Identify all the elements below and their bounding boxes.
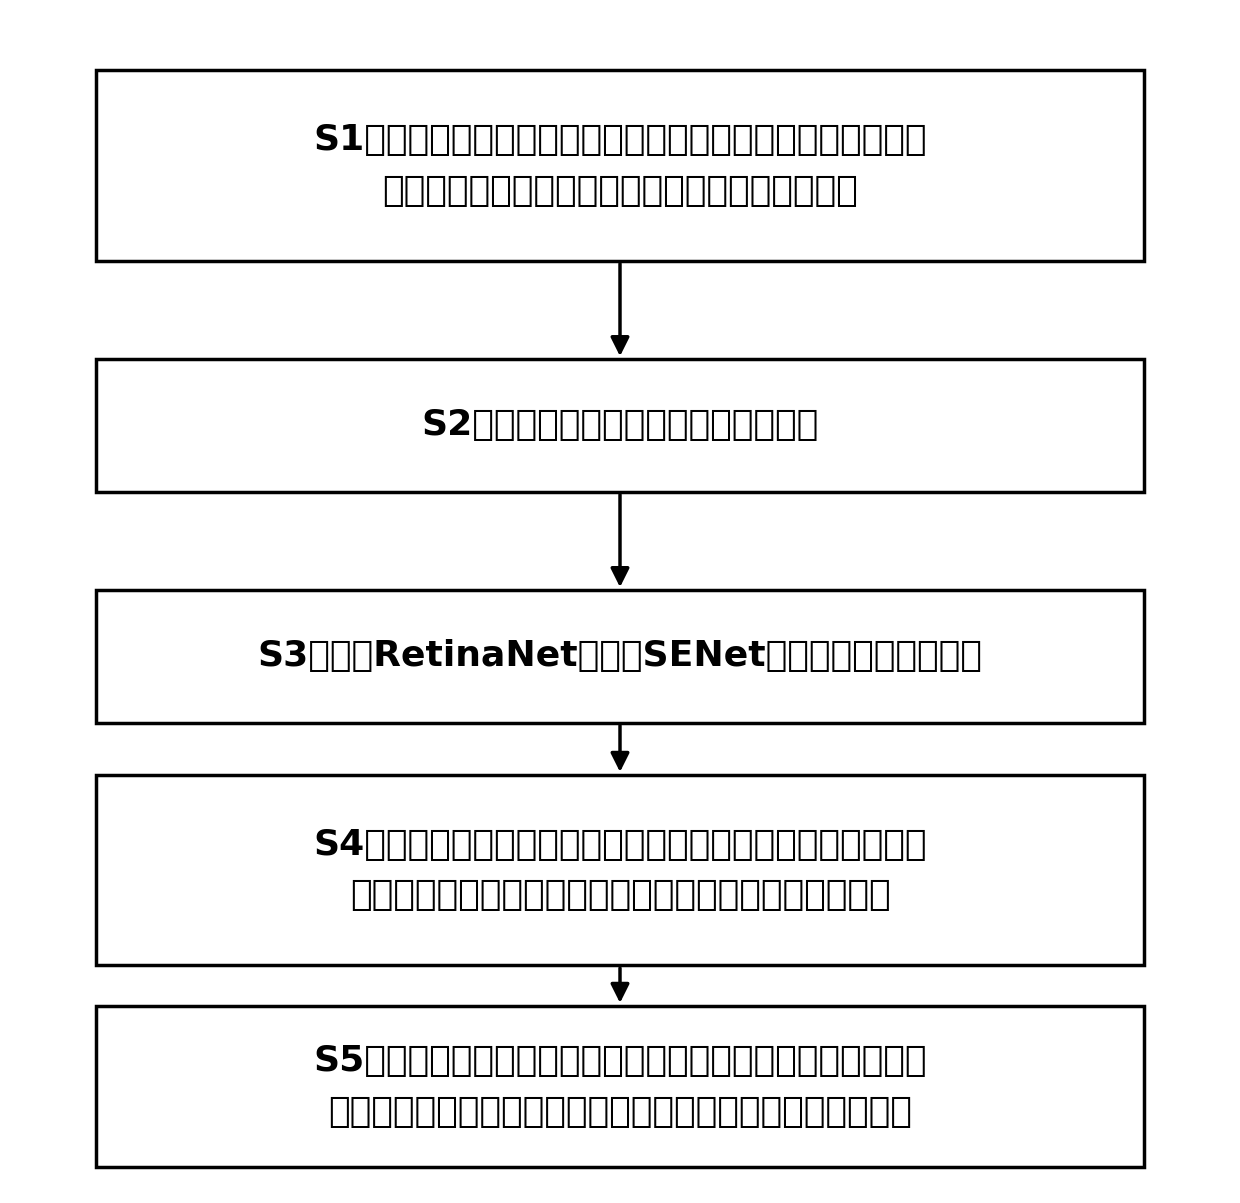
Text: S3：采用RetinaNet模型和SENet模块构建抓取检测模型: S3：采用RetinaNet模型和SENet模块构建抓取检测模型 (258, 639, 982, 674)
Text: S1：通过接口下载训练数据集及通过视觉传感器采集机器人抓
取目标物体的包含目标物体的图像构建训练数据集: S1：通过接口下载训练数据集及通过视觉传感器采集机器人抓 取目标物体的包含目标物… (314, 124, 926, 208)
FancyBboxPatch shape (97, 775, 1143, 965)
Text: S5：通过视觉传感器实时采集待检测的机器人目标抓取图像，
输入抓取检测模型，得到带有抓取框的目标抓取区域检测图像: S5：通过视觉传感器实时采集待检测的机器人目标抓取图像， 输入抓取检测模型，得到… (314, 1044, 926, 1128)
Text: S2：对训练数据集中的图像进行预处理: S2：对训练数据集中的图像进行预处理 (422, 408, 818, 443)
Text: S4：将经过预处理的训练数据集输入所述抓取检测模型，并采
用迁移学习法和随机梯度下降法对抓取检测模型进行训练: S4：将经过预处理的训练数据集输入所述抓取检测模型，并采 用迁移学习法和随机梯度… (314, 828, 926, 912)
FancyBboxPatch shape (97, 358, 1143, 492)
FancyBboxPatch shape (97, 589, 1143, 723)
FancyBboxPatch shape (97, 1006, 1143, 1167)
FancyBboxPatch shape (97, 70, 1143, 261)
